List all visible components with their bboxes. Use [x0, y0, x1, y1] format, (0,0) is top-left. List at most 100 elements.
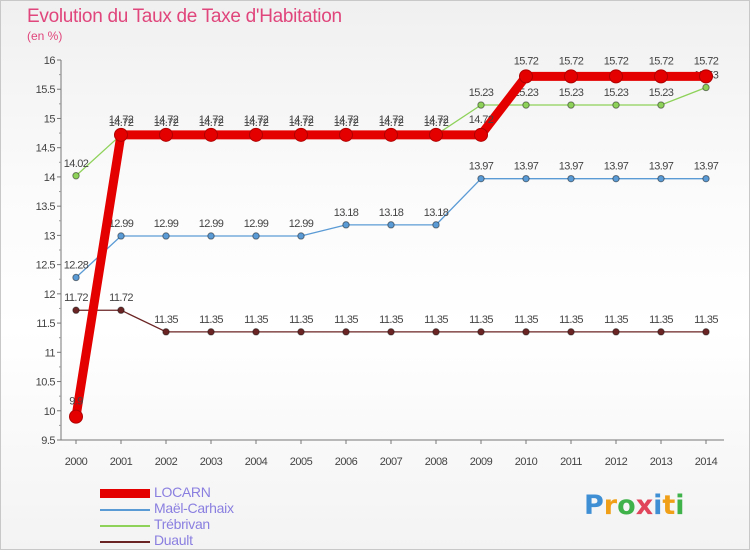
logo-letter: x — [635, 490, 654, 521]
x-tick-label: 2011 — [560, 456, 582, 468]
data-label-trebrivan: 14.72 — [109, 117, 134, 129]
y-tick-label: 12 — [44, 289, 56, 301]
data-point-trebrivan — [702, 83, 710, 92]
legend-label: LOCARN — [154, 484, 211, 500]
data-label-duault: 11.35 — [604, 314, 628, 326]
data-point-locarn — [384, 127, 398, 142]
data-point-duault — [117, 306, 125, 314]
data-label-trebrivan: 14.02 — [64, 158, 89, 170]
data-point-trebrivan — [567, 101, 575, 109]
x-tick-label: 2005 — [290, 456, 313, 468]
data-point-mael-carhaix — [702, 174, 710, 183]
data-point-mael-carhaix — [252, 232, 260, 240]
data-point-mael-carhaix — [477, 174, 485, 183]
data-point-mael-carhaix — [567, 174, 575, 183]
data-point-duault — [477, 328, 485, 336]
legend-swatch — [100, 509, 150, 511]
data-label-trebrivan: 14.72 — [379, 117, 404, 129]
data-label-duault: 11.35 — [694, 314, 718, 326]
data-point-duault — [252, 328, 260, 336]
x-tick-label: 2008 — [425, 456, 448, 468]
data-label-locarn: 15.72 — [649, 55, 674, 67]
data-label-locarn: 14.72 — [199, 114, 224, 126]
x-tick-label: 2006 — [335, 456, 358, 468]
data-label-mael-carhaix: 13.18 — [334, 207, 359, 219]
data-point-locarn — [249, 127, 263, 142]
legend-label: Trébrivan — [154, 516, 210, 532]
data-label-trebrivan: 15.23 — [604, 87, 629, 99]
logo-letter: o — [617, 490, 636, 521]
data-label-mael-carhaix: 12.99 — [199, 218, 224, 230]
data-point-mael-carhaix — [297, 232, 305, 240]
y-tick-label: 10 — [44, 406, 56, 418]
data-label-mael-carhaix: 13.97 — [514, 161, 539, 173]
y-tick-label: 15 — [44, 113, 56, 125]
data-label-trebrivan: 14.72 — [424, 117, 449, 129]
data-point-locarn — [69, 409, 83, 424]
y-tick-label: 11 — [45, 347, 56, 359]
data-label-trebrivan: 15.23 — [469, 87, 494, 99]
data-point-locarn — [519, 69, 533, 84]
data-label-duault: 11.35 — [289, 314, 313, 326]
data-point-locarn — [159, 127, 173, 142]
data-label-locarn: 14.72 — [154, 114, 179, 126]
data-label-duault: 11.72 — [109, 292, 133, 304]
x-tick-label: 2001 — [110, 456, 133, 468]
data-label-locarn: 14.72 — [424, 114, 449, 126]
data-point-locarn — [429, 127, 443, 142]
data-label-mael-carhaix: 12.99 — [154, 218, 179, 230]
data-label-locarn: 15.72 — [694, 55, 719, 67]
data-label-mael-carhaix: 12.99 — [244, 218, 269, 230]
data-label-mael-carhaix: 13.97 — [469, 161, 494, 173]
y-tick-label: 10.5 — [36, 377, 56, 389]
chart-title: Evolution du Taux de Taxe d'Habitation — [27, 6, 342, 27]
y-tick-label: 15.5 — [36, 84, 56, 96]
data-label-locarn: 15.72 — [559, 55, 584, 67]
data-point-locarn — [654, 69, 668, 84]
data-point-locarn — [204, 127, 218, 142]
x-tick-label: 2013 — [650, 456, 673, 468]
logo-letter: t — [662, 490, 676, 521]
proxiti-logo: Proxiti — [584, 490, 685, 521]
y-tick-label: 13 — [44, 230, 56, 242]
data-point-duault — [72, 306, 80, 314]
data-point-mael-carhaix — [612, 174, 620, 183]
data-label-duault: 11.35 — [244, 314, 268, 326]
x-tick-label: 2002 — [155, 456, 178, 468]
data-point-duault — [657, 328, 665, 336]
logo-letter: i — [675, 490, 685, 521]
x-tick-label: 2004 — [245, 456, 268, 468]
data-label-trebrivan: 15.23 — [649, 87, 674, 99]
data-label-mael-carhaix: 13.97 — [694, 161, 719, 173]
data-point-mael-carhaix — [162, 232, 170, 240]
data-label-duault: 11.35 — [424, 314, 448, 326]
data-point-duault — [567, 328, 575, 336]
x-tick-label: 2007 — [380, 456, 403, 468]
data-point-trebrivan — [612, 101, 620, 109]
data-label-locarn: 15.72 — [604, 55, 629, 67]
x-tick-label: 2012 — [605, 456, 628, 468]
data-point-mael-carhaix — [342, 221, 350, 229]
data-point-locarn — [114, 127, 128, 142]
data-label-trebrivan: 14.72 — [334, 117, 359, 129]
data-point-mael-carhaix — [522, 174, 530, 183]
data-label-mael-carhaix: 13.97 — [649, 161, 674, 173]
data-point-locarn — [339, 127, 353, 142]
data-label-mael-carhaix: 13.18 — [379, 207, 404, 219]
legend-label: Duault — [154, 532, 193, 548]
data-label-locarn: 14.72 — [379, 114, 404, 126]
data-point-duault — [387, 328, 395, 336]
data-point-duault — [702, 328, 710, 336]
data-label-duault: 11.72 — [64, 292, 88, 304]
data-label-trebrivan: 14.72 — [289, 117, 314, 129]
data-point-locarn — [699, 69, 713, 84]
data-label-duault: 11.35 — [154, 314, 178, 326]
data-label-locarn: 15.72 — [514, 55, 539, 67]
data-point-locarn — [474, 127, 488, 142]
chart-unit-label: (en %) — [27, 29, 63, 43]
legend-label: Maël-Carhaix — [154, 500, 234, 516]
data-point-trebrivan — [72, 172, 80, 180]
data-point-duault — [207, 328, 215, 336]
